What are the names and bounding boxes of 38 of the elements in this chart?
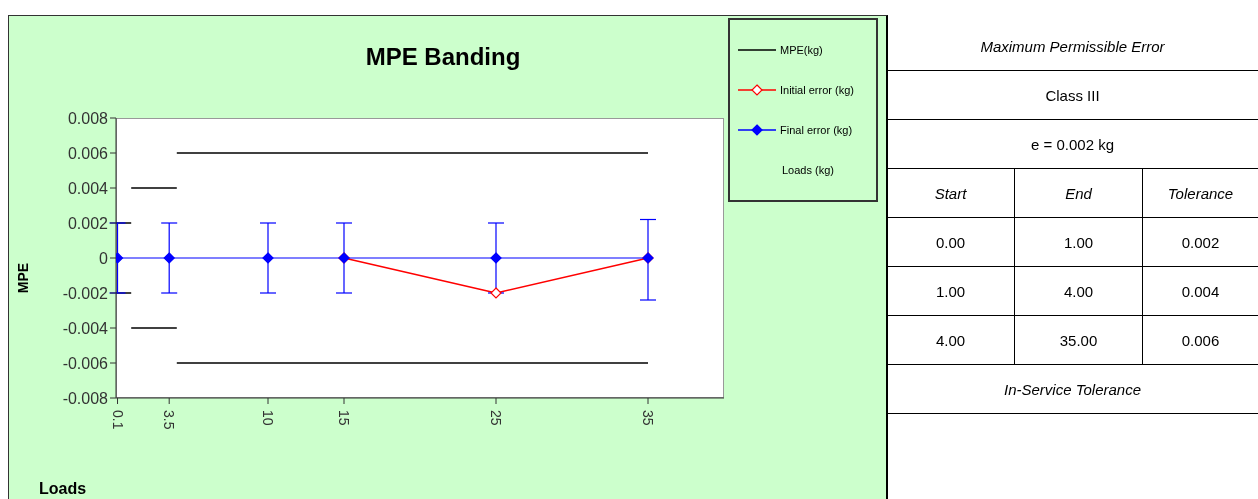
y-tick-label: 0.006 [67, 144, 109, 162]
text: e = 0.002 kg [886, 120, 1258, 168]
legend-label: Final error (kg) [780, 124, 853, 136]
y-tick-label: 0 [99, 249, 109, 267]
x-tick-label: 35 [640, 410, 656, 426]
x-tick-label: 10 [260, 410, 276, 426]
y-tick-label: -0.006 [62, 354, 109, 372]
text: 0.004 [1142, 267, 1258, 315]
text: End [1014, 169, 1142, 217]
text: 4.00 [886, 316, 1014, 364]
x-tick-label: 3.5 [161, 410, 178, 430]
text: Maximum Permissible Error [886, 22, 1258, 70]
text: Class III [886, 71, 1258, 119]
text: Loads (kg) [781, 163, 835, 178]
x-tick-label: 0.1 [109, 410, 126, 430]
text: 0.006 [1142, 316, 1258, 364]
text: Tolerance [1142, 169, 1258, 217]
x-axis-title: Loads [39, 480, 87, 498]
text: Start [886, 169, 1014, 217]
y-axis-title: MPE [15, 262, 31, 294]
text: In-Service Tolerance [886, 365, 1258, 413]
legend-label: MPE(kg) [780, 44, 823, 56]
y-tick-label: 0.004 [67, 179, 109, 197]
text: 4.00 [1014, 267, 1142, 315]
y-tick-label: -0.004 [62, 319, 109, 337]
text: 1.00 [886, 267, 1014, 315]
legend-label: Initial error (kg) [780, 84, 854, 96]
text: 0.00 [886, 218, 1014, 266]
y-tick-label: 0.008 [67, 109, 109, 127]
text: 0.002 [1142, 218, 1258, 266]
text: 1.00 [1014, 218, 1142, 266]
y-tick-label: 0.002 [67, 214, 109, 232]
x-tick-label: 15 [336, 410, 352, 426]
y-tick-label: -0.008 [62, 389, 109, 407]
x-tick-label: 25 [488, 410, 504, 426]
y-tick-label: -0.002 [62, 284, 109, 302]
text: 35.00 [1014, 316, 1142, 364]
chart-title: MPE Banding [365, 43, 521, 70]
